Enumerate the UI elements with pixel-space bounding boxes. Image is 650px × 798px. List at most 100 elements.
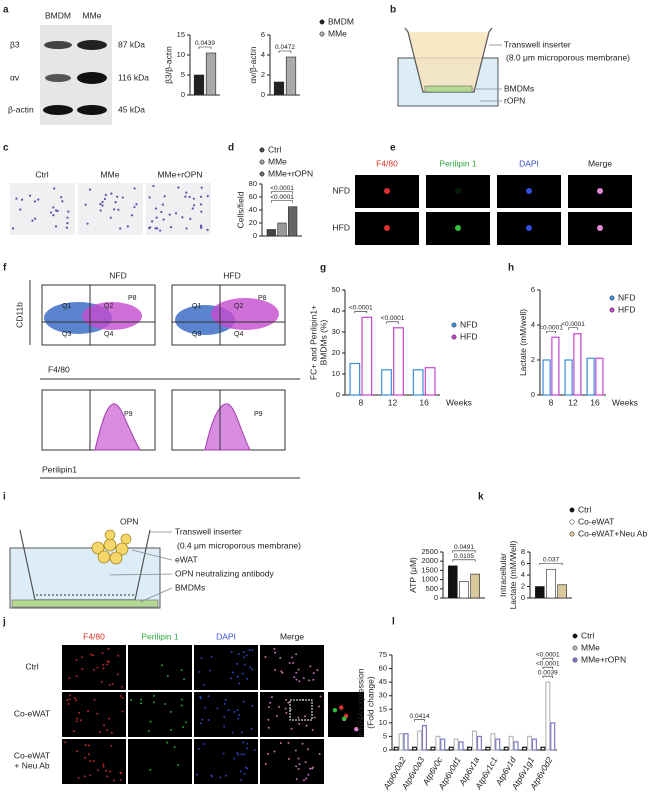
y-tick-label: 6 [261,30,265,39]
cell-signal [166,674,169,677]
p-value: 0.0491 [454,544,474,551]
histogram-peak [94,403,141,451]
cell-signal [210,655,213,658]
image-column: MMe [101,169,120,179]
bar [381,369,392,396]
cell-signal [237,753,240,756]
y-tick-label: 0 [434,593,438,602]
y-tick-label: 0 [253,231,257,240]
cell-signal [116,673,119,676]
cell-dot [56,209,59,213]
cell-signal [233,757,236,760]
cell-dot [60,196,63,199]
cell-dot [200,186,203,189]
cell-signal [285,711,288,714]
bar [285,56,297,96]
cell-signal [67,702,70,705]
blot-size: 116 kDa [118,72,149,82]
cell-dot [119,227,122,230]
image-column: MMe+rOPN [157,169,202,179]
y-tick-label: 0 [181,90,185,99]
cell-dot [156,227,159,230]
bar [288,206,298,237]
bar [557,584,567,599]
cell-signal [230,677,233,680]
cell-dot [65,226,68,229]
legend-marker [572,657,578,663]
bar [453,738,459,751]
cell-signal [243,663,246,666]
bar [412,746,418,751]
cell-dot [103,197,107,201]
gate-label: P8 [258,295,267,302]
bar [551,336,560,396]
significance-bracket [414,719,425,722]
cell-dot [104,193,107,196]
cell-signal [294,749,297,752]
significance-bracket [278,50,292,53]
cell-signal [92,668,95,671]
cell-dot [149,226,152,229]
cell-signal [119,771,122,774]
cell-signal [210,775,213,778]
histogram-peak [204,403,251,451]
cell-signal [68,694,71,697]
cell-dot [28,194,32,197]
bar [193,74,205,96]
cell-signal [597,225,603,231]
cell-signal [384,225,390,231]
cell-signal [72,730,75,733]
staining-images: F4/80 Perilipin 1 DAPI Merge NFD HFD [333,158,632,245]
legend-label: NFD [618,292,635,302]
cell-signal [204,706,207,709]
cell-signal [96,712,99,715]
bar [277,222,287,237]
cell-signal [295,778,298,781]
cell-signal [96,769,99,772]
cell-signal [267,706,270,709]
cell-signal [319,695,322,698]
inset-box [289,699,313,721]
cell-signal [75,675,78,678]
cell-dot [15,197,18,200]
legend-marker [319,31,325,37]
cell-signal [264,763,267,766]
cell-signal [245,766,248,769]
bar [513,741,519,751]
panel-label: j [2,617,6,628]
cell-dot [200,226,203,229]
cell-signal [219,776,222,779]
diagram-label: eWAT [175,554,198,564]
cell-signal [203,743,206,746]
cell-signal [108,717,111,720]
cell-dot [101,200,104,203]
cell-dot [199,195,203,198]
cell-signal [242,651,245,654]
cell-signal [89,653,92,656]
y-tick-label: 60 [379,664,387,673]
cell-signal [246,742,249,745]
diagram-label: rOPN [504,95,525,105]
cell-signal [318,753,321,756]
legend-marker [569,507,575,513]
x-tick-label: 16 [590,397,600,407]
p-value: 0.0414 [410,713,430,720]
cell-signal [243,656,246,659]
bar [522,746,528,751]
y-tick-label: 2500 [421,547,438,556]
bar [435,735,441,751]
micrograph [128,739,192,784]
bar [448,565,458,599]
diagram-label: Transwell inserter [504,39,571,49]
cell-signal [119,779,122,782]
cell-signal [312,672,315,675]
significance-bracket [452,550,476,553]
significance-bracket [198,46,212,49]
y-axis-label: (Fold change) [366,676,376,729]
cell-dot [152,184,155,188]
cell-signal [307,773,310,776]
micrograph [62,692,126,737]
insert-medium [408,32,489,92]
y-tick-label: 6 [521,558,525,567]
cell-signal [75,720,78,723]
